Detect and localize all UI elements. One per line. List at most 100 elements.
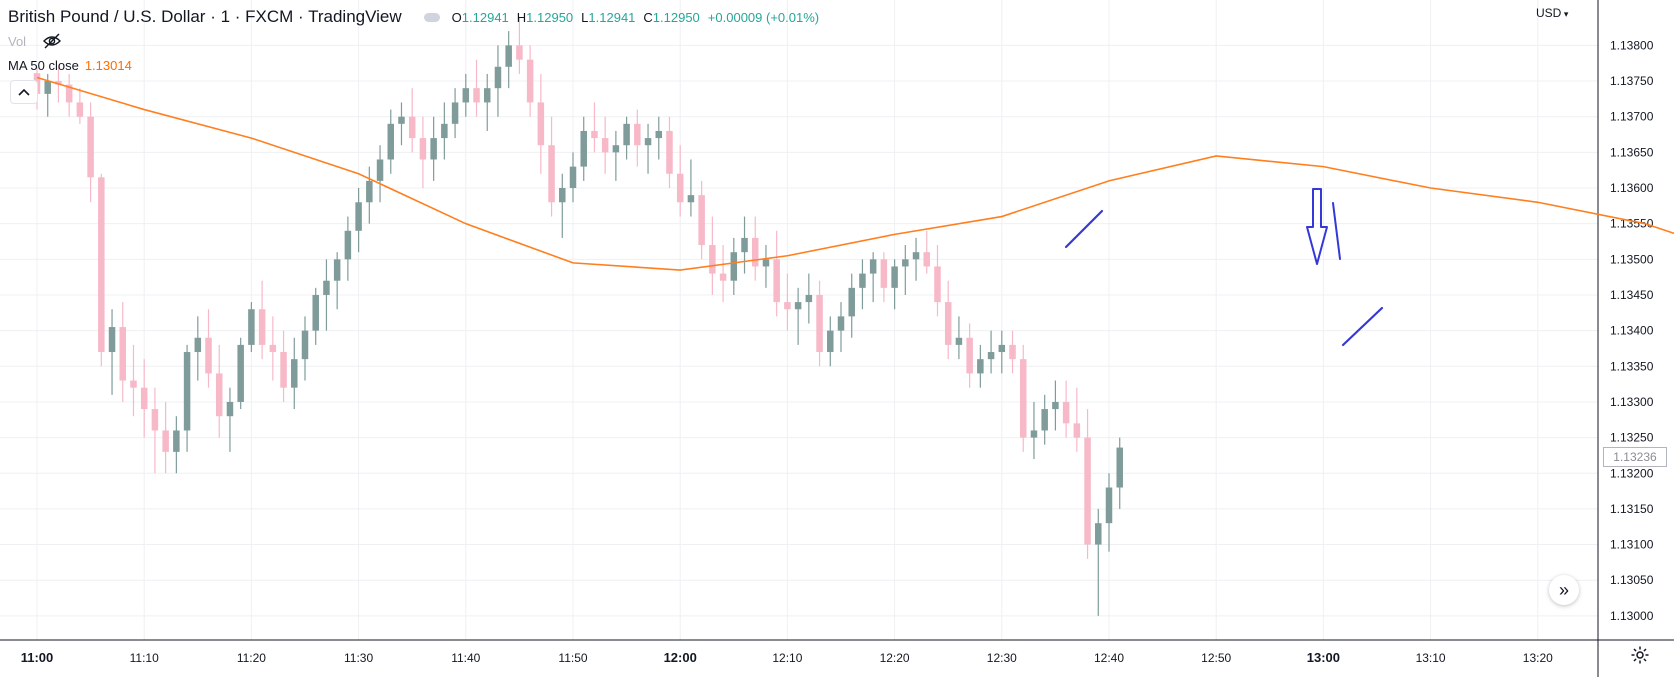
price-tick-label: 1.13300 [1610,395,1654,409]
candle-up [312,294,319,331]
candle-up [173,430,180,452]
candle-up [623,123,630,146]
price-tick-label: 1.13350 [1610,359,1654,373]
price-tick-label: 1.13550 [1610,217,1654,231]
candle-down [934,266,941,303]
candle-down [634,123,641,146]
candle-down [1009,344,1016,360]
candle-up [226,401,234,417]
symbol-title[interactable]: British Pound / U.S. Dollar · 1 · FXCM ·… [8,7,402,26]
candle-down [151,409,159,431]
candle-down [966,337,973,374]
candle-up [580,130,587,167]
time-tick-label: 13:20 [1523,651,1553,665]
candle-down [601,138,609,153]
candle-down [98,177,105,353]
candle-up [194,337,202,353]
candle-up [44,81,51,94]
candle-down [773,259,780,303]
gear-icon [1631,646,1649,664]
high-value: H1.12950 [516,9,574,25]
time-tick-label: 12:30 [987,651,1017,665]
candle-up [987,352,995,360]
candle-up [955,337,963,345]
candle-up [794,302,802,310]
candle-up [441,123,448,139]
candle-up [291,359,298,388]
candle-up [376,159,384,181]
price-tick-label: 1.13500 [1610,252,1654,266]
candle-up [333,259,341,281]
scroll-to-realtime-button[interactable]: » [1549,575,1579,605]
currency-selector[interactable]: USD ▾ [1536,6,1569,20]
candle-up [366,180,373,203]
candle-down [676,173,684,203]
chart-settings-button[interactable] [1629,644,1651,666]
volume-label: Vol [8,33,27,49]
market-status-dot[interactable] [423,12,440,22]
price-tick-label: 1.13200 [1610,466,1654,480]
candle-up [559,188,566,203]
price-tick-label: 1.13100 [1610,538,1654,552]
candle-up [237,344,244,402]
hidden-eye-icon[interactable] [42,33,62,49]
candle-up [1105,487,1113,524]
candle-up [183,352,191,431]
candle-up [451,102,459,124]
candle-down [408,116,416,139]
time-tick-label: 13:10 [1416,651,1446,665]
candle-up [687,195,695,203]
candle-down [816,294,823,353]
candle-down [419,138,427,160]
candle-down [784,302,791,310]
ma-value: 1.13014 [84,58,132,73]
candle-up [108,327,116,353]
candle-up [355,202,362,231]
candle-down [537,102,545,146]
candle-down [526,59,534,103]
price-tick-label: 1.13700 [1610,110,1654,124]
double-chevron-right-icon: » [1558,579,1569,600]
collapse-legend-button[interactable] [10,80,38,104]
candle-up [1030,430,1038,438]
candle-down [1073,423,1081,438]
price-tick-label: 1.13800 [1610,38,1654,52]
candle-up [762,259,770,267]
time-tick-label: 12:40 [1094,651,1124,665]
candle-up [730,252,738,281]
candle-down [666,130,673,174]
candle-up [655,130,663,139]
time-tick-label: 12:10 [772,651,802,665]
price-tick-label: 1.13000 [1610,609,1654,623]
candle-up [902,259,909,267]
candle-down [205,337,212,374]
candle-down [280,352,287,388]
open-value: O1.12941 [451,9,509,25]
ma-legend[interactable]: MA 50 close 1.13014 [8,58,132,73]
time-tick-label: 12:50 [1201,651,1231,665]
candle-down [1019,359,1027,438]
candle-up [398,116,405,124]
candle-down [119,327,127,381]
candle-down [751,237,759,267]
time-tick-label: 12:00 [664,650,697,665]
candle-up [869,259,877,274]
volume-legend[interactable]: Vol [8,33,62,49]
candle-up [344,230,352,260]
annotation-trend-line [1341,306,1384,347]
candle-up [827,330,834,353]
candle-up [323,280,330,295]
close-value: C1.12950 [643,9,700,25]
change-value: +0.00009 (+0.01%) [707,9,820,25]
candle-down [215,373,223,417]
candle-down [130,380,137,388]
candle-up [505,45,512,67]
candle-down [87,116,94,178]
candle-up [494,66,502,89]
candle-up [301,330,309,360]
time-tick-label: 13:00 [1307,650,1340,665]
time-tick-label: 11:20 [237,651,266,665]
candle-down [719,273,727,281]
